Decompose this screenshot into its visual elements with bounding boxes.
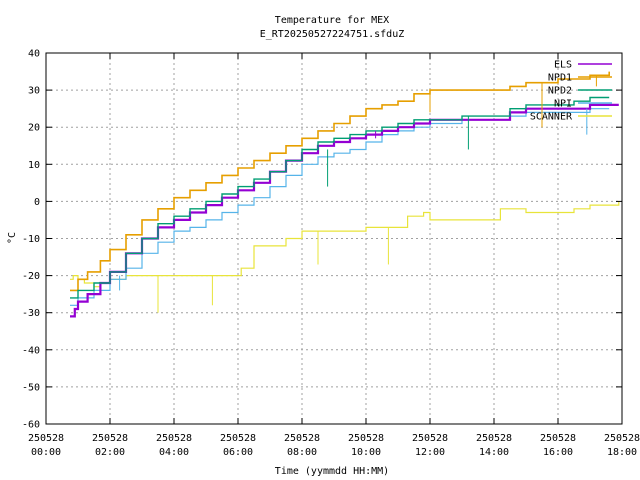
- series-line-npd2: [70, 108, 610, 306]
- legend: ELS NPD1 NPD2 NPI SCANNER: [530, 60, 612, 123]
- y-tick-label: -30: [22, 308, 40, 319]
- y-tick-label: -50: [22, 382, 40, 393]
- x-tick-date-label: 250528: [540, 433, 576, 444]
- legend-label: NPD2: [548, 86, 572, 97]
- x-tick-date-label: 250528: [348, 433, 384, 444]
- y-tick-label: 20: [28, 123, 40, 134]
- series-layer: [70, 71, 620, 318]
- series-line-els: [70, 103, 619, 318]
- chart-title: Temperature for MEX: [275, 15, 389, 26]
- x-tick-time-label: 16:00: [543, 447, 573, 458]
- x-tick-date-label: 250528: [156, 433, 192, 444]
- x-tick-date-label: 250528: [28, 433, 64, 444]
- x-tick-date-label: 250528: [220, 433, 256, 444]
- y-tick-label: -10: [22, 234, 40, 245]
- x-tick-time-label: 04:00: [159, 447, 189, 458]
- y-axis-label: °C: [7, 232, 18, 244]
- legend-label: NPI: [554, 99, 572, 110]
- legend-label: SCANNER: [530, 112, 573, 123]
- x-tick-date-label: 250528: [284, 433, 320, 444]
- grid: [46, 53, 622, 424]
- x-tick-date-label: 250528: [604, 433, 640, 444]
- y-tick-label: 10: [28, 160, 40, 171]
- x-tick-time-label: 02:00: [95, 447, 125, 458]
- y-tick-label: -40: [22, 345, 40, 356]
- x-tick-date-label: 250528: [92, 433, 128, 444]
- x-axis-label: Time (yymmdd HH:MM): [275, 466, 389, 477]
- legend-label: ELS: [554, 60, 572, 71]
- x-tick-time-label: 00:00: [31, 447, 61, 458]
- chart-subtitle: E_RT20250527224751.sfduZ: [260, 29, 405, 40]
- series-line-npi: [70, 96, 610, 299]
- x-tick-time-label: 12:00: [415, 447, 445, 458]
- y-tick-label: 30: [28, 86, 40, 97]
- x-tick-date-label: 250528: [476, 433, 512, 444]
- legend-label: NPD1: [548, 73, 572, 84]
- series-line-scanner: [70, 201, 620, 288]
- x-tick-time-label: 10:00: [351, 447, 381, 458]
- x-tick-time-label: 08:00: [287, 447, 317, 458]
- x-tick-time-label: 14:00: [479, 447, 509, 458]
- axes: 40 30 20 10 0 -10 -20 -30 -40 -50 -60 250528 00:00 25…: [22, 49, 640, 459]
- y-tick-label: -20: [22, 271, 40, 282]
- x-tick-time-label: 18:00: [607, 447, 637, 458]
- x-tick-date-label: 250528: [412, 433, 448, 444]
- y-tick-label: 40: [28, 49, 40, 60]
- series-line-npd1: [70, 71, 610, 292]
- y-tick-label: 0: [34, 197, 40, 208]
- x-tick-time-label: 06:00: [223, 447, 253, 458]
- y-tick-label: -60: [22, 420, 40, 431]
